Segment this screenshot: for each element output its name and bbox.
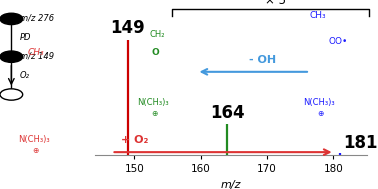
X-axis label: m/z: m/z: [220, 180, 241, 189]
Text: CH₂: CH₂: [149, 29, 165, 39]
Text: × 5: × 5: [265, 0, 287, 7]
Text: CH₃: CH₃: [28, 48, 44, 57]
Text: 164: 164: [210, 104, 245, 122]
Text: OO•: OO•: [328, 37, 348, 46]
Text: N(CH₃)₃: N(CH₃)₃: [137, 98, 169, 107]
Text: PD: PD: [20, 33, 31, 42]
Text: - OH: - OH: [249, 55, 277, 65]
Text: 149: 149: [110, 19, 145, 37]
Text: 181: 181: [344, 134, 378, 152]
Text: m/z 149: m/z 149: [20, 51, 54, 60]
Text: ⊕: ⊕: [32, 146, 38, 155]
Text: O₂: O₂: [20, 71, 29, 80]
Text: ⊕: ⊕: [151, 109, 157, 118]
Text: O: O: [151, 48, 159, 57]
Text: ⊕: ⊕: [318, 109, 324, 118]
Text: m/z 276: m/z 276: [20, 13, 54, 22]
Text: CH₃: CH₃: [309, 11, 326, 20]
Text: N(CH₃)₃: N(CH₃)₃: [304, 98, 335, 107]
Text: + O₂: + O₂: [121, 135, 148, 145]
Text: N(CH₃)₃: N(CH₃)₃: [18, 135, 50, 144]
